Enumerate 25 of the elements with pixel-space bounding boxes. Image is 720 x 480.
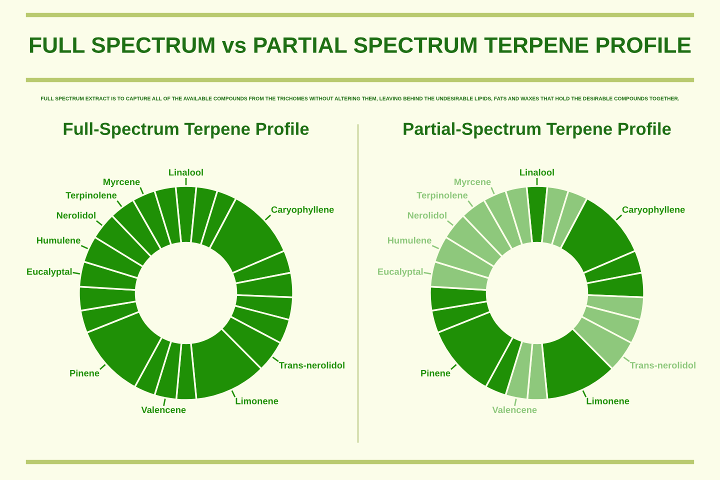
slice-label: Valencene [492, 406, 537, 414]
slice-label: Limonene [586, 398, 630, 404]
slice-label: Caryophyllene [622, 206, 685, 215]
slice-label: Valencene [141, 406, 186, 414]
slice-label: Humulene [36, 236, 80, 244]
slice-label: Eucalyptal [27, 268, 72, 277]
slice-label: Pinene [421, 370, 450, 376]
slice-label: Nerolidol [408, 212, 446, 219]
slice-label: Trans-nerolidol [278, 362, 344, 369]
slice-label: Myrcene [454, 178, 491, 187]
slice-label: Terpinolene [66, 192, 117, 200]
slice-label: Terpinolene [416, 192, 468, 200]
slice-label: Myrcene [104, 178, 140, 187]
slice-label: Limonene [236, 398, 278, 404]
slice-label: Pinene [70, 370, 100, 376]
slice-label: Linalool [169, 168, 203, 176]
chart-title: Partial-Spectrum Terpene Profile [404, 122, 671, 138]
chart-title: Full-Spectrum Terpene Profile [64, 122, 309, 138]
slice-label: Eucalyptal [378, 268, 423, 277]
text: FULL SPECTRUM vs PARTIAL SPECTRUM TERPENE PROFILE [30, 37, 691, 53]
slice-label: Nerolidol [56, 212, 96, 219]
slice-label: Linalool [520, 168, 554, 176]
slice-label: Caryophyllene [271, 206, 334, 215]
slice-label: Humulene [388, 236, 432, 244]
slice-label: Trans-nerolidol [630, 362, 696, 369]
